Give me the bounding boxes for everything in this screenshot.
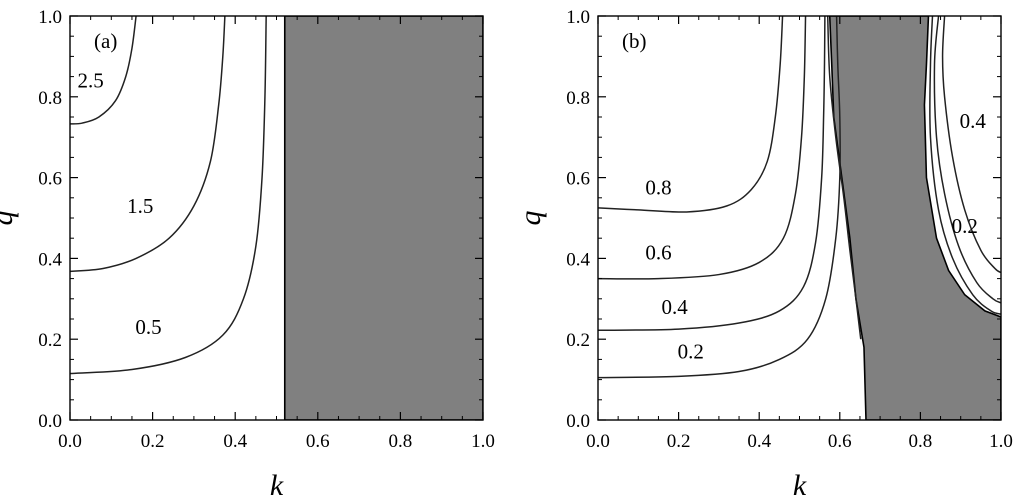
y-tick-label: 0.0 <box>38 411 62 432</box>
contour-line <box>70 16 137 125</box>
x-tick-label: 1.0 <box>989 431 1013 452</box>
contour-label: 1.5 <box>127 194 153 218</box>
contour-label: 0.5 <box>135 315 161 339</box>
y-tick-label: 0.4 <box>566 249 590 270</box>
contour-line <box>933 16 1001 304</box>
contour-line <box>598 16 784 213</box>
x-tick-label: 0.2 <box>667 431 691 452</box>
contour-label: 0.6 <box>645 240 671 264</box>
contour-label: 2.5 <box>78 69 104 93</box>
contour-line <box>598 16 841 379</box>
x-tick-label: 0.6 <box>828 431 852 452</box>
panel-label: (b) <box>622 29 647 53</box>
contour-label: 0.2 <box>678 339 704 363</box>
y-axis-label: q <box>514 211 547 226</box>
shaded-region <box>283 16 483 420</box>
contour-label: 0.8 <box>645 176 671 200</box>
shaded-region <box>828 16 1001 420</box>
y-tick-label: 0.2 <box>566 330 590 351</box>
y-tick-label: 0.6 <box>566 169 590 190</box>
contour-line <box>70 16 226 273</box>
x-tick-label: 0.0 <box>586 431 610 452</box>
contour-line <box>70 16 267 375</box>
contour-line <box>826 16 862 340</box>
y-axis-label: q <box>0 211 19 226</box>
x-tick-label: 0.4 <box>223 431 247 452</box>
y-tick-label: 0.4 <box>38 249 62 270</box>
y-tick-label: 0.8 <box>38 88 62 109</box>
x-tick-label: 1.0 <box>471 431 495 452</box>
contour-line <box>598 16 826 332</box>
y-tick-label: 0.8 <box>566 88 590 109</box>
panel-a: 2.5 1.5 0.5 0.0 0.2 0.4 0.6 0.8 1.0 0.0 0.2 0.4 0.6 0… <box>0 7 495 501</box>
panel-label: (a) <box>94 29 117 53</box>
y-tick-label: 1.0 <box>38 7 62 28</box>
x-tick-label: 0.4 <box>747 431 771 452</box>
x-axis-label: k <box>270 469 284 501</box>
x-tick-label: 0.8 <box>909 431 933 452</box>
contour-line <box>941 16 1001 274</box>
x-axis-label: k <box>793 469 807 501</box>
x-tick-label: 0.8 <box>389 431 413 452</box>
contour-line <box>598 16 807 280</box>
x-tick-label: 0.6 <box>306 431 330 452</box>
y-tick-label: 0.0 <box>566 411 590 432</box>
contour-label: 0.2 <box>952 214 978 238</box>
y-tick-label: 0.6 <box>38 169 62 190</box>
contour-label: 0.4 <box>960 109 987 133</box>
contour-line <box>929 16 1001 315</box>
x-tick-label: 0.0 <box>58 431 82 452</box>
y-tick-label: 1.0 <box>566 7 590 28</box>
contour-label: 0.4 <box>661 295 688 319</box>
x-tick-label: 0.2 <box>141 431 165 452</box>
panel-b: 0.8 0.6 0.4 0.2 0.4 0.2 0.0 0.2 0.4 0.6 0.8 1.0 0.0 0… <box>514 7 1013 501</box>
y-tick-label: 0.2 <box>38 330 62 351</box>
